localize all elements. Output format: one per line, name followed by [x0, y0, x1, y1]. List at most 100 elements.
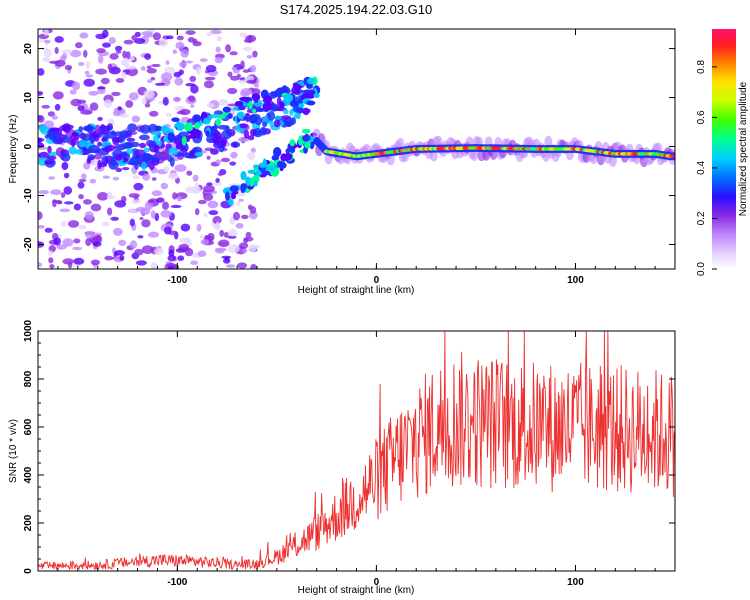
spectrogram-cell	[215, 221, 220, 229]
spectrogram-cell	[238, 106, 246, 111]
snr-y-label: SNR (10 * v/v)	[8, 419, 19, 483]
spectrogram-cell	[190, 84, 199, 94]
spectrogram-cell	[185, 60, 194, 64]
spectrogram-cell	[141, 219, 151, 228]
spectrogram-cell	[164, 66, 176, 75]
spectrogram-cell	[97, 125, 110, 135]
colorbar-tick-label: 0.2	[696, 211, 707, 225]
spectrogram-cell	[102, 175, 111, 179]
spectrogram-cell	[102, 147, 114, 152]
spectrogram-cell	[144, 102, 151, 108]
spectrogram-cell	[210, 125, 216, 134]
spectrogram-cell	[62, 238, 74, 247]
spectrogram-cell	[168, 147, 179, 156]
spectrogram-cell	[44, 160, 55, 165]
spectrogram-cell	[150, 76, 156, 81]
spectrogram-cell	[54, 47, 59, 54]
spectrogram-cell	[219, 229, 225, 237]
spectrogram-cell	[94, 124, 101, 135]
spectrogram-cell	[70, 98, 82, 107]
spectrogram-cell	[94, 132, 100, 142]
spectrogram-cell	[78, 126, 84, 132]
spectrogram-cell	[44, 39, 51, 44]
spectrogram-cell	[246, 55, 253, 59]
spectrogram-cell	[70, 139, 76, 148]
spectrogram-cell	[63, 186, 73, 195]
spectrogram-cell	[229, 51, 238, 56]
spectrogram-cell	[233, 211, 240, 221]
spectrogram-cell	[203, 212, 208, 218]
spectrogram-cell	[302, 135, 311, 142]
spectrogram-cell	[73, 257, 85, 265]
spectrogram-cell	[152, 135, 160, 143]
spectrogram-cell	[41, 104, 50, 109]
spectrogram-cell	[112, 137, 120, 146]
spectrogram-cell	[89, 178, 97, 184]
spectrogram-cell	[213, 138, 220, 144]
spectrogram-cell	[180, 223, 191, 232]
spectrogram-cell	[293, 106, 304, 113]
spectrogram-cell	[49, 264, 55, 269]
spectrogram-cell	[215, 46, 221, 53]
spectrogram-cell	[126, 51, 131, 60]
colorbar-tick-label: 0.8	[696, 60, 707, 74]
spectrogram-cell	[83, 78, 95, 87]
spectrogram-cell	[220, 139, 227, 149]
spectrogram-cell	[148, 160, 155, 171]
colorbar-tick-label: 0.4	[696, 161, 707, 175]
spectrogram-cell	[263, 95, 273, 103]
spectrogram-cell	[83, 49, 88, 58]
spectrogram-cell	[283, 109, 289, 115]
spectrogram-cell	[242, 69, 250, 73]
spectrogram-cell	[169, 157, 175, 167]
spectrogram-cell	[247, 135, 255, 141]
y-tick-label: 1000	[23, 319, 34, 342]
spectrogram-cell	[195, 182, 199, 191]
y-tick-label: 200	[23, 514, 34, 531]
y-tick-label: -20	[23, 237, 34, 252]
spectrogram-cell	[44, 227, 53, 233]
spectrogram-cell	[166, 35, 174, 40]
spectrogram-cell	[176, 35, 184, 41]
spectrogram-cell	[223, 231, 229, 238]
spectrogram-cell	[131, 34, 138, 41]
spectrogram-cell	[155, 153, 164, 159]
spectrogram-cell	[199, 58, 208, 62]
spectrogram-cell	[150, 262, 158, 269]
y-tick-label: 10	[23, 92, 34, 104]
spectrogram-cell	[236, 201, 241, 207]
spectrogram-cell	[128, 92, 139, 101]
spectrogram-cell	[252, 50, 258, 58]
spectrogram-x-label: Height of straight line (km)	[298, 285, 415, 296]
spectrogram-cell	[107, 207, 113, 216]
spectrogram-cell	[78, 62, 85, 66]
spectrogram-cell	[52, 199, 63, 204]
spectrogram-cell	[69, 89, 77, 95]
spectrogram-cell	[53, 237, 61, 246]
spectrogram-cell	[285, 148, 290, 154]
colorbar-gradient	[712, 29, 736, 269]
spectrogram-cell	[147, 140, 157, 147]
spectrogram-cell	[71, 131, 78, 137]
spectrogram-cell	[215, 178, 220, 183]
spectrogram-cell	[240, 60, 245, 70]
spectrogram-cell	[97, 86, 106, 90]
spectrogram-cell	[73, 238, 81, 244]
spectrogram-cell	[38, 262, 43, 268]
spectrogram-cell	[85, 74, 94, 78]
spectrogram-cell	[154, 212, 160, 222]
spectrogram-cell	[71, 81, 81, 91]
spectrogram-cell	[227, 87, 238, 95]
spectrogram-cell	[84, 211, 94, 220]
spectrogram-cell	[98, 54, 104, 64]
spectrogram-cell	[139, 124, 151, 134]
spectrogram-cell	[78, 194, 84, 200]
y-tick-label: 800	[23, 370, 34, 387]
spectrogram-cell	[294, 89, 301, 95]
spectrogram-cell	[214, 56, 224, 64]
spectrogram-cell	[230, 151, 238, 159]
spectrogram-cell	[61, 49, 73, 54]
spectrogram-cell	[208, 210, 219, 216]
